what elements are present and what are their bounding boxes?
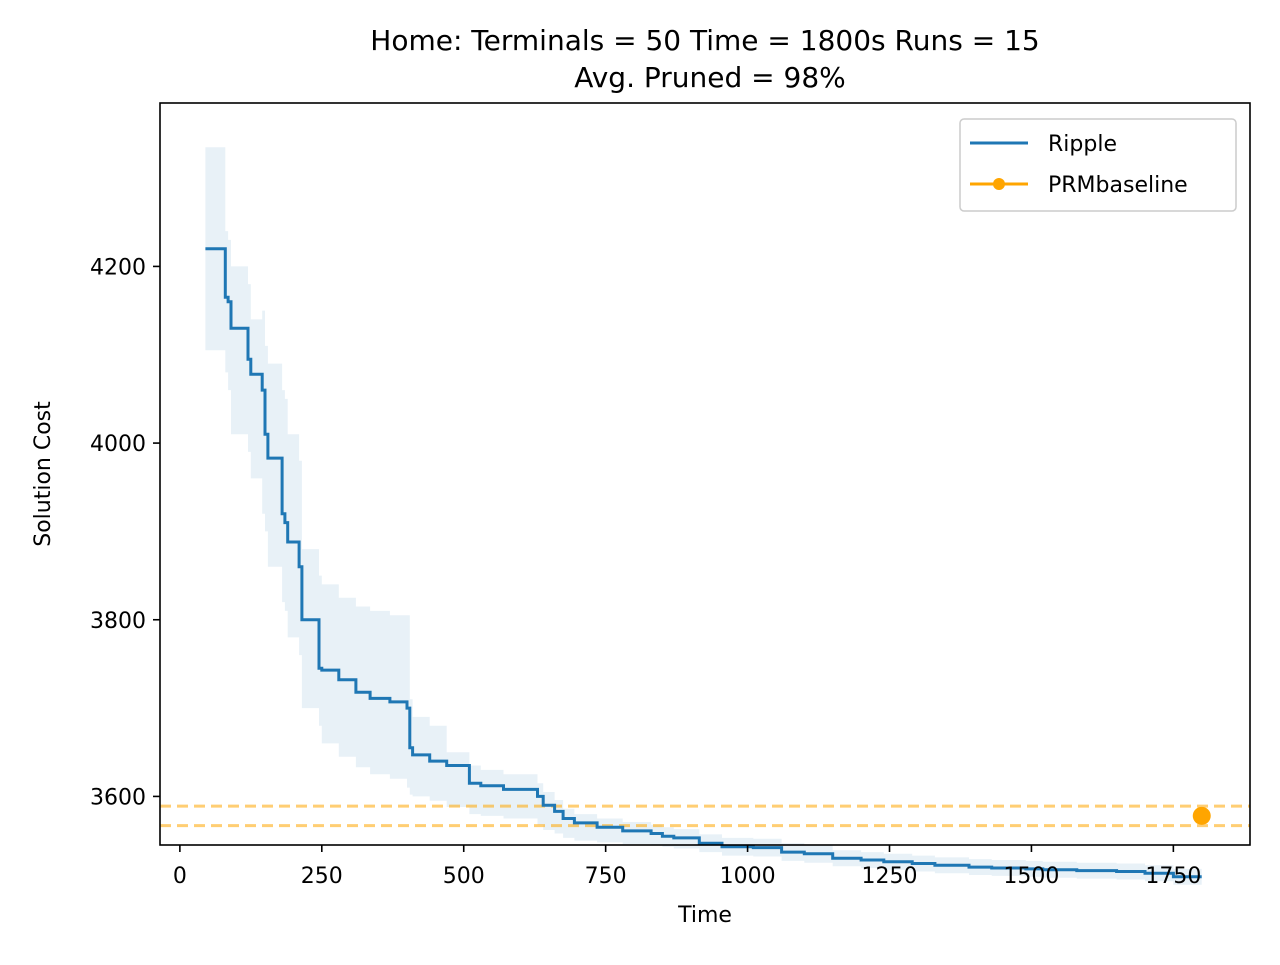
legend-prm-marker (993, 178, 1005, 190)
x-tick-label: 750 (585, 864, 627, 889)
y-tick-label: 4200 (90, 255, 146, 280)
legend: Ripple PRMbaseline (959, 118, 1237, 212)
x-tick-label: 1000 (720, 864, 776, 889)
legend-ripple-label: Ripple (1048, 132, 1117, 157)
x-tick-label: 500 (443, 864, 485, 889)
plot-area (160, 147, 1250, 885)
y-tick-label: 3600 (90, 785, 146, 810)
prm-baseline-point (1192, 806, 1211, 825)
y-tick-label: 4000 (90, 432, 146, 457)
y-axis-label: Solution Cost (31, 401, 56, 547)
chart-title-line2: Avg. Pruned = 98% (574, 61, 846, 94)
x-tick-label: 1500 (1003, 864, 1059, 889)
legend-box (959, 118, 1237, 212)
ripple-series-line (205, 247, 1202, 879)
axes-frame (159, 102, 1251, 846)
x-tick-label: 1250 (862, 864, 918, 889)
axes: 0 250 500 750 1000 1250 1500 1750 3600 3800 4000 42… (90, 255, 1201, 889)
legend-prm-label: PRMbaseline (1048, 173, 1188, 198)
x-axis-label: Time (677, 903, 732, 928)
x-tick-label: 0 (173, 864, 187, 889)
x-tick-label: 1750 (1145, 864, 1201, 889)
chart-title-line1: Home: Terminals = 50 Time = 1800s Runs =… (370, 24, 1039, 57)
x-tick-label: 250 (301, 864, 343, 889)
y-tick-label: 3800 (90, 609, 146, 634)
